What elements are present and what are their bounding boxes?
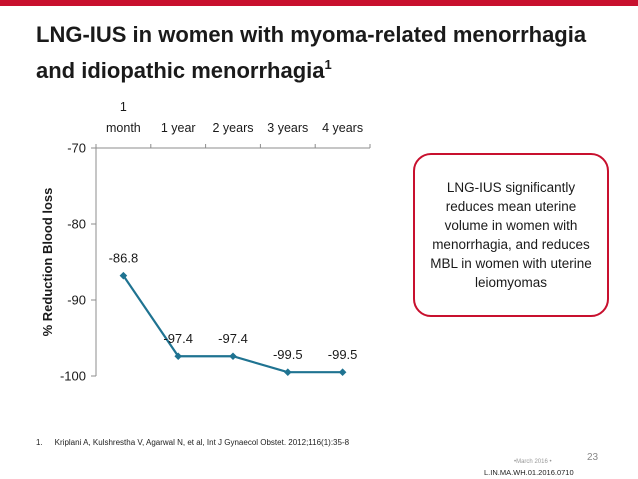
x-tick-label: 2 years (213, 121, 254, 135)
data-point (229, 352, 237, 361)
document-code: L.IN.MA.WH.01.2016.0710 (484, 468, 574, 477)
title-reference-marker: 1 (324, 57, 332, 72)
y-tick-label: -100 (60, 369, 86, 384)
data-label: -86.8 (109, 251, 139, 266)
data-label: -99.5 (328, 347, 358, 362)
data-point (119, 271, 128, 280)
x-tick-label: 4 years (322, 121, 363, 135)
key-finding-callout: LNG-IUS significantly reduces mean uteri… (413, 153, 609, 317)
slide-title: LNG-IUS in women with myoma-related meno… (36, 20, 616, 86)
footnote-number: 1. (36, 438, 43, 447)
callout-text: LNG-IUS significantly reduces mean uteri… (430, 180, 592, 290)
x-tick-label: month (106, 121, 141, 135)
data-label: -99.5 (273, 347, 303, 362)
data-point (284, 368, 292, 376)
y-tick-label: -70 (67, 141, 86, 156)
y-tick-label: -90 (67, 293, 86, 308)
data-point (338, 368, 347, 376)
footnote-text: Kriplani A, Kulshrestha V, Agarwal N, et… (54, 438, 350, 447)
line-chart: -70 -80 -90 -100 1 month 1 year 2 years 3 years 4… (40, 100, 371, 384)
reference-footnote: 1. Kriplani A, Kulshrestha V, Agarwal N, … (36, 438, 349, 447)
page-number: 23 (587, 452, 599, 463)
data-point (174, 352, 182, 361)
y-tick-label: -80 (67, 217, 86, 232)
data-label: -97.4 (163, 331, 193, 346)
y-axis-title: % Reduction Blood loss (40, 188, 55, 337)
top-accent-bar (0, 0, 638, 6)
x-tick-label: 1 (120, 100, 127, 114)
x-tick-label: 1 year (161, 121, 196, 135)
x-tick-label: 3 years (267, 121, 308, 135)
slide-title-text: LNG-IUS in women with myoma-related meno… (36, 22, 587, 83)
date-mark: •March 2016 • (514, 459, 552, 465)
data-label: -97.4 (218, 331, 248, 346)
